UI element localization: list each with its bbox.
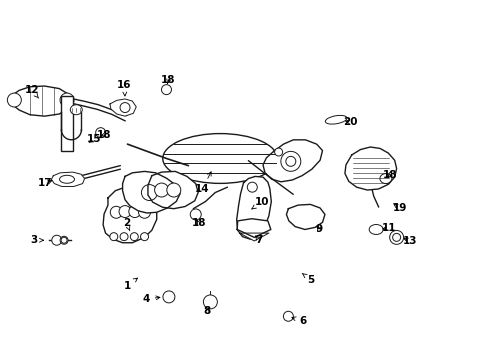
Polygon shape [51, 172, 84, 186]
Text: 13: 13 [402, 236, 417, 246]
Circle shape [203, 295, 217, 309]
Text: 1: 1 [123, 278, 137, 291]
Text: 5: 5 [302, 273, 314, 285]
Circle shape [389, 230, 403, 244]
Circle shape [141, 185, 157, 201]
Circle shape [283, 311, 293, 321]
Polygon shape [103, 187, 157, 243]
Ellipse shape [70, 105, 82, 115]
Circle shape [60, 93, 74, 107]
Polygon shape [110, 99, 136, 116]
Circle shape [120, 233, 128, 240]
Text: 18: 18 [191, 218, 205, 228]
Text: 12: 12 [24, 85, 39, 98]
Bar [61, 96, 73, 150]
Circle shape [154, 183, 168, 197]
Circle shape [60, 236, 68, 244]
Ellipse shape [379, 174, 391, 184]
Polygon shape [239, 233, 268, 241]
Text: 18: 18 [97, 130, 111, 140]
Ellipse shape [60, 175, 74, 183]
Polygon shape [286, 204, 325, 229]
Polygon shape [237, 219, 270, 237]
Text: 11: 11 [381, 223, 395, 233]
Ellipse shape [96, 128, 105, 138]
Text: 3: 3 [30, 235, 43, 245]
Circle shape [166, 183, 181, 197]
Text: 4: 4 [142, 294, 160, 304]
Text: 16: 16 [117, 80, 132, 96]
Polygon shape [263, 140, 322, 182]
Circle shape [128, 206, 141, 217]
Text: 8: 8 [203, 306, 211, 316]
Ellipse shape [190, 209, 201, 220]
Polygon shape [148, 171, 198, 209]
Polygon shape [11, 86, 70, 116]
Text: 18: 18 [161, 75, 175, 85]
Text: 2: 2 [122, 218, 130, 231]
Ellipse shape [161, 85, 171, 95]
Circle shape [285, 156, 295, 166]
Circle shape [274, 148, 282, 156]
Text: 20: 20 [343, 117, 357, 127]
Circle shape [119, 206, 131, 217]
Circle shape [392, 233, 400, 241]
Circle shape [280, 152, 300, 171]
Ellipse shape [325, 116, 346, 124]
Text: 9: 9 [315, 225, 322, 234]
Circle shape [61, 237, 67, 243]
Circle shape [7, 93, 21, 107]
Polygon shape [122, 171, 180, 213]
Ellipse shape [163, 134, 277, 183]
Circle shape [52, 235, 61, 245]
Polygon shape [236, 176, 271, 239]
Text: 7: 7 [255, 235, 262, 245]
Text: 14: 14 [195, 172, 211, 194]
Text: 6: 6 [291, 316, 306, 326]
Circle shape [247, 224, 257, 233]
Text: 17: 17 [38, 178, 53, 188]
Text: 18: 18 [382, 170, 396, 180]
Text: 10: 10 [251, 197, 269, 209]
Ellipse shape [368, 225, 383, 234]
Circle shape [110, 206, 122, 218]
Circle shape [138, 206, 150, 218]
Circle shape [163, 291, 175, 303]
Text: 15: 15 [87, 134, 102, 144]
Circle shape [110, 233, 118, 240]
Circle shape [120, 103, 130, 113]
Circle shape [130, 233, 138, 240]
Polygon shape [344, 147, 396, 190]
Circle shape [140, 233, 148, 240]
Circle shape [247, 182, 257, 192]
Text: 19: 19 [391, 203, 406, 213]
